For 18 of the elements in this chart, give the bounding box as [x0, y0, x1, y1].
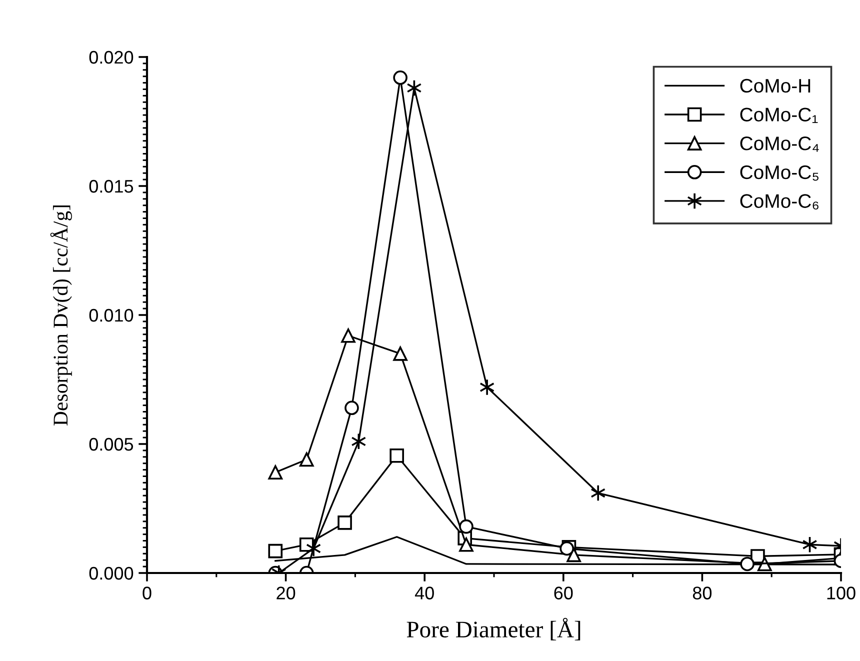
x-tick-label: 60	[554, 586, 573, 600]
legend-label: CoMo-C₁	[740, 108, 818, 123]
x-tick-label: 20	[276, 586, 296, 600]
legend-label: CoMo-C₅	[740, 165, 818, 181]
x-tick-label: 40	[414, 586, 434, 600]
x-tick-label: 0	[142, 586, 152, 600]
x-axis-title: Pore Diameter [Å]	[406, 618, 580, 640]
legend-label: CoMo-C₄	[740, 136, 819, 152]
legend-label: CoMo-H	[740, 78, 810, 93]
legend-label: CoMo-C₆	[740, 194, 818, 210]
y-tick-label: 0.000	[89, 566, 134, 580]
y-axis-title: Desorption Dv(d) [cc/Å/g]	[50, 205, 72, 426]
y-tick-label: 0.020	[89, 50, 134, 64]
y-tick-label: 0.005	[89, 438, 134, 451]
x-tick-label: 100	[827, 586, 856, 600]
y-tick-label: 0.015	[89, 180, 134, 193]
y-tick-label: 0.010	[89, 308, 134, 322]
x-tick-label: 80	[692, 586, 712, 600]
